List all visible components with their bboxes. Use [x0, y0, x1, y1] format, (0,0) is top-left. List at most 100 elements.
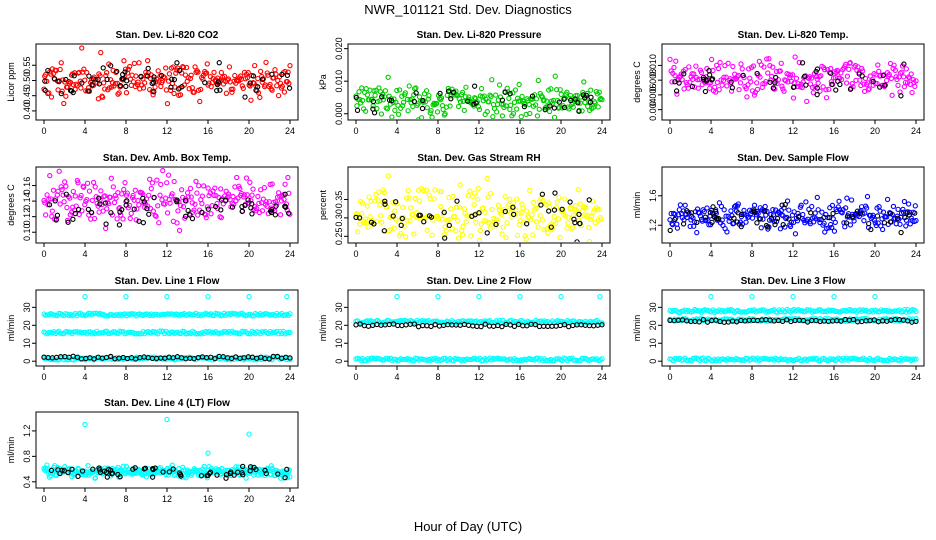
- data-point: [459, 232, 466, 238]
- data-point: [170, 64, 176, 70]
- y-tick-label: 0.8: [22, 450, 32, 463]
- data-point: [910, 77, 916, 83]
- data-point: [684, 208, 690, 214]
- data-point: [713, 89, 719, 95]
- data-point: [138, 73, 144, 80]
- data-point: [801, 73, 808, 79]
- data-point: [102, 193, 108, 199]
- data-point: [158, 72, 165, 79]
- data-point: [518, 114, 524, 119]
- data-point: [721, 207, 727, 213]
- data-point: [99, 94, 106, 100]
- data-point: [215, 79, 222, 85]
- data-point: [793, 75, 800, 82]
- data-point: [286, 210, 292, 216]
- data-point: [398, 230, 404, 237]
- x-tick-label: 16: [203, 372, 213, 382]
- data-point: [485, 194, 491, 200]
- data-point: [894, 215, 901, 222]
- y-tick-label: 10: [648, 338, 658, 348]
- data-point: [162, 75, 168, 81]
- data-point: [176, 470, 183, 476]
- data-point: [285, 174, 291, 181]
- data-point: [166, 197, 172, 203]
- data-point: [287, 62, 293, 69]
- data-point: [557, 234, 563, 241]
- data-point: [499, 97, 506, 103]
- data-point: [127, 215, 133, 222]
- data-point: [757, 216, 763, 222]
- data-point: [814, 91, 820, 98]
- data-point: [734, 74, 740, 80]
- data-point: [163, 87, 170, 93]
- data-point: [720, 78, 727, 84]
- data-point: [572, 219, 578, 226]
- data-point: [150, 208, 157, 214]
- data-point: [737, 80, 744, 86]
- data-point: [401, 223, 407, 229]
- data-point: [59, 186, 65, 193]
- data-point: [63, 76, 69, 83]
- data-point: [416, 198, 423, 204]
- data-point: [170, 466, 176, 472]
- x-tick-label: 0: [353, 372, 358, 382]
- data-point: [431, 196, 437, 202]
- y-tick-label: 0.004: [648, 98, 658, 121]
- y-tick-label: 30: [648, 302, 658, 312]
- data-point: [749, 215, 756, 221]
- data-point: [286, 85, 293, 91]
- x-tick-label: 12: [788, 372, 798, 382]
- data-point: [671, 64, 677, 71]
- y-tick-label: 0.30: [334, 209, 344, 227]
- data-point: [529, 93, 536, 99]
- data-point: [693, 63, 699, 69]
- data-point: [231, 201, 237, 207]
- data-point: [120, 216, 126, 222]
- x-tick-label: 0: [353, 249, 358, 259]
- data-point: [570, 224, 576, 231]
- data-point: [477, 227, 484, 234]
- data-point: [395, 111, 402, 117]
- data-point: [576, 217, 582, 223]
- data-point: [530, 232, 536, 238]
- x-tick-label: 24: [911, 372, 921, 382]
- data-point: [253, 466, 259, 473]
- data-point: [751, 92, 758, 98]
- data-point: [205, 472, 211, 479]
- data-point: [57, 470, 63, 477]
- data-point: [579, 108, 585, 114]
- data-point: [586, 224, 592, 231]
- data-point: [54, 212, 61, 218]
- data-point: [770, 64, 776, 70]
- data-point: [572, 203, 579, 209]
- data-point: [857, 77, 863, 83]
- data-point: [269, 311, 275, 318]
- data-point: [247, 80, 253, 86]
- data-point: [43, 71, 49, 78]
- data-point: [97, 201, 103, 207]
- data-point: [516, 222, 522, 228]
- data-point: [255, 193, 261, 200]
- data-point: [513, 207, 519, 213]
- data-point: [230, 193, 236, 200]
- data-point: [527, 110, 533, 117]
- data-point: [596, 206, 602, 213]
- data-point: [694, 219, 700, 226]
- data-point: [541, 97, 547, 103]
- data-point: [245, 197, 251, 203]
- data-point: [353, 214, 359, 221]
- data-point: [541, 226, 547, 233]
- data-point: [411, 321, 418, 327]
- data-point: [60, 192, 66, 198]
- data-point: [240, 463, 246, 470]
- chart-panel: Stan. Dev. Line 4 (LT) Flow 0.4 0.8 1.2 0 4 8 1…: [6, 398, 299, 504]
- data-point: [249, 211, 255, 217]
- data-point: [490, 114, 496, 119]
- data-point: [363, 219, 369, 226]
- data-point: [382, 88, 389, 94]
- y-tick-label: 20: [22, 320, 32, 330]
- chart-panel: Stan. Dev. Sample Flow 1.2 1.6 0 4 8 12 16 20 24 m…: [632, 153, 925, 259]
- x-tick-label: 8: [749, 372, 754, 382]
- data-points: [353, 293, 605, 364]
